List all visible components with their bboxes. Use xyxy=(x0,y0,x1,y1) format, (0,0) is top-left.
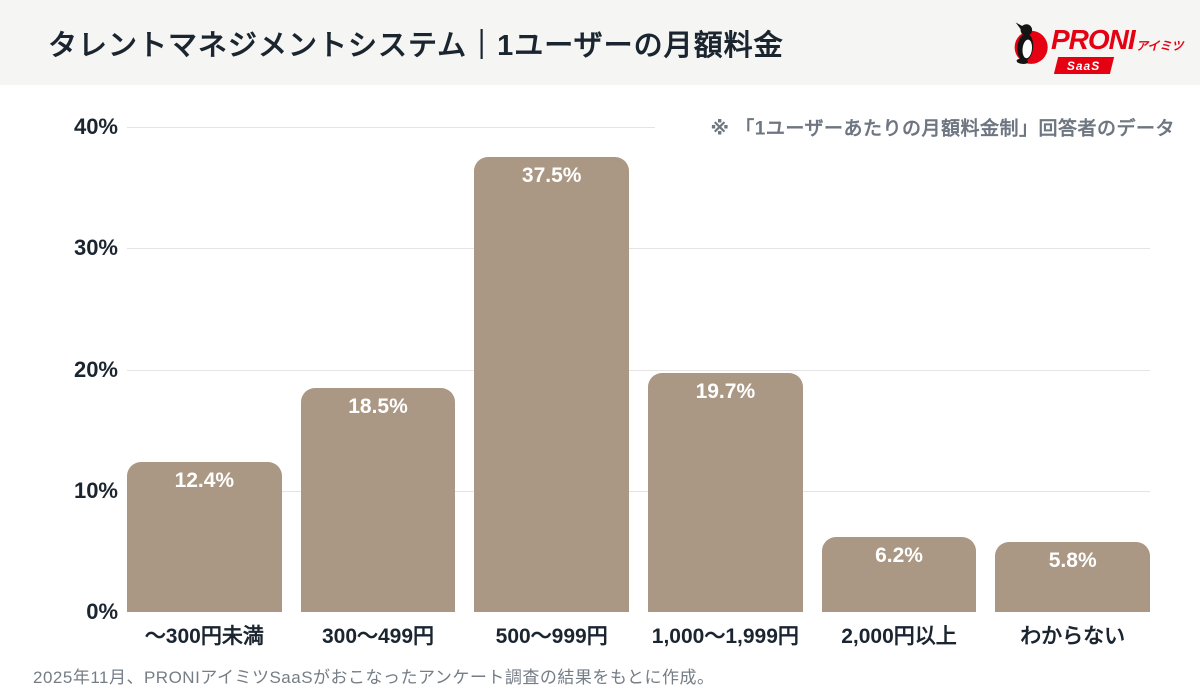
x-axis-label: 2,000円以上 xyxy=(841,625,957,648)
y-axis-tick-30: 30% xyxy=(73,235,118,260)
bar-value-label: 37.5% xyxy=(521,164,582,188)
x-axis-label: 1,000～1,999円 xyxy=(651,625,799,648)
bar-value-label: 6.2% xyxy=(875,543,923,567)
y-axis-tick-0: 0% xyxy=(86,599,118,624)
gridline-30 xyxy=(127,248,1150,249)
y-axis-tick-20: 20% xyxy=(73,357,118,382)
logo-brand-text: PRONI xyxy=(1051,24,1136,55)
y-axis-tick-10: 10% xyxy=(73,478,118,503)
gridline-20 xyxy=(127,370,1150,371)
bar-value-label: 5.8% xyxy=(1048,548,1097,572)
x-axis-label: わからない xyxy=(1020,625,1126,648)
bar-unknown: 5.8% xyxy=(995,541,1151,612)
chart-annotation: ※ 「1ユーザーあたりの月額料金制」回答者のデータ xyxy=(710,118,1175,140)
bar-500-999: 37.5% xyxy=(474,157,630,612)
source-note: 2025年11月、PRONIアイミツSaaSがおこなったアンケート調査の結果をも… xyxy=(33,668,715,687)
plot-area: 12.4% 18.5% 37.5% 19.7% 6.2% 5.8% xyxy=(127,127,1151,612)
header-bar: タレントマネジメントシステム｜1ユーザーの月額料金 PRONI アイミツ Saa… xyxy=(0,0,1200,85)
bar-value-label: 19.7% xyxy=(695,380,756,404)
x-axis-label: ～300円未満 xyxy=(144,625,264,648)
penguin-icon xyxy=(1014,22,1048,64)
bar-under-300: 12.4% xyxy=(127,461,282,612)
x-axis-label: 500～999円 xyxy=(495,625,608,648)
x-axis-labels: ～300円未満 300～499円 500～999円 1,000～1,999円 2… xyxy=(127,620,1150,650)
bar-300-499: 18.5% xyxy=(300,387,456,612)
bar-over-2000: 6.2% xyxy=(821,536,977,612)
bar-value-label: 12.4% xyxy=(174,468,235,492)
page-title: タレントマネジメントシステム｜1ユーザーの月額料金 xyxy=(48,29,784,62)
bar-chart: 40% 30% 20% 10% 0% ※ 「1ユーザーあたりの月額料金制」回答者… xyxy=(0,85,1200,700)
logo-saas-badge: SaaS xyxy=(1053,57,1115,74)
x-axis-label: 300～499円 xyxy=(321,625,435,648)
proni-logo: PRONI アイミツ SaaS xyxy=(1006,9,1183,77)
gridline-10 xyxy=(127,491,1150,492)
bar-1000-1999: 19.7% xyxy=(648,373,803,612)
logo-kana-text: アイミツ xyxy=(1136,39,1184,53)
bar-value-label: 18.5% xyxy=(348,394,408,418)
logo-badge-text: SaaS xyxy=(1067,58,1101,73)
y-axis-tick-40: 40% xyxy=(73,114,118,139)
gridline-40 xyxy=(127,127,655,128)
